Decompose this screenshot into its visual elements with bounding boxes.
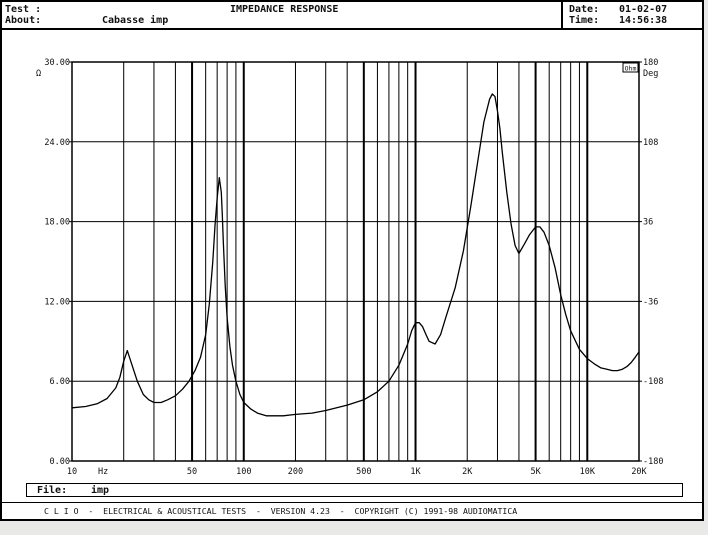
- x-tick-label: 50: [187, 467, 197, 477]
- y-tick-label: 6.00: [50, 377, 70, 387]
- about-label: About:: [5, 15, 42, 26]
- date-value: 01-02-07: [619, 4, 668, 15]
- test-label: Test :: [5, 4, 42, 15]
- y2-tick-label: -36: [643, 297, 658, 307]
- x-tick-label: 10K: [580, 467, 596, 477]
- x-tick-label: 20K: [631, 467, 647, 477]
- about-value: Cabasse imp: [102, 15, 169, 26]
- left-axis-unit: Ω: [36, 69, 41, 79]
- header-bar: Test : About: Cabasse imp IMPEDANCE RESP…: [2, 2, 702, 30]
- y-tick-label: 30.00: [44, 58, 70, 68]
- y2-tick-label: 108: [643, 138, 658, 148]
- footer-bar: C L I O - ELECTRICAL & ACOUSTICAL TESTS …: [2, 502, 702, 520]
- corner-label-box: [622, 62, 639, 73]
- right-axis-unit: Deg: [643, 69, 658, 79]
- clio-window: Test : About: Cabasse imp IMPEDANCE RESP…: [0, 0, 704, 521]
- x-unit-label: Hz: [98, 467, 108, 477]
- file-bar: File: imp: [26, 483, 683, 497]
- time-value: 14:56:38: [619, 15, 668, 26]
- file-label: File:: [37, 485, 68, 496]
- y-tick-label: 12.00: [44, 297, 70, 307]
- corner-label: Ohm: [625, 65, 637, 73]
- x-tick-label: 2K: [462, 467, 473, 477]
- impedance-trace: [71, 93, 640, 417]
- y-tick-label: 24.00: [44, 138, 70, 148]
- time-label: Time:: [569, 15, 600, 26]
- header-right: Date: 01-02-07 Time: 14:56:38: [563, 2, 702, 28]
- y-tick-label: 0.00: [50, 457, 70, 467]
- header-center: IMPEDANCE RESPONSE: [218, 2, 563, 28]
- header-left: Test : About: Cabasse imp: [2, 2, 218, 28]
- y2-tick-label: 180: [643, 58, 658, 68]
- x-tick-label: 10: [67, 467, 77, 477]
- x-tick-label: 500: [356, 467, 371, 477]
- x-tick-label: 5K: [530, 467, 541, 477]
- x-tick-label: 100: [236, 467, 251, 477]
- footer-text: C L I O - ELECTRICAL & ACOUSTICAL TESTS …: [44, 506, 518, 516]
- x-tick-label: 200: [288, 467, 303, 477]
- page-title: IMPEDANCE RESPONSE: [230, 4, 339, 15]
- plot-border: [71, 61, 640, 462]
- impedance-chart: 0.00 6.00 12.00 18.00 24.00 30.00 -180 -108 -36 3…: [36, 58, 663, 477]
- y2-tick-label: 36: [643, 218, 653, 228]
- y2-tick-label: -180: [643, 457, 663, 467]
- y-tick-label: 18.00: [44, 218, 70, 228]
- file-value: imp: [91, 485, 110, 496]
- y2-tick-label: -108: [643, 377, 663, 387]
- x-tick-label: 1K: [410, 467, 421, 477]
- date-label: Date:: [569, 4, 600, 15]
